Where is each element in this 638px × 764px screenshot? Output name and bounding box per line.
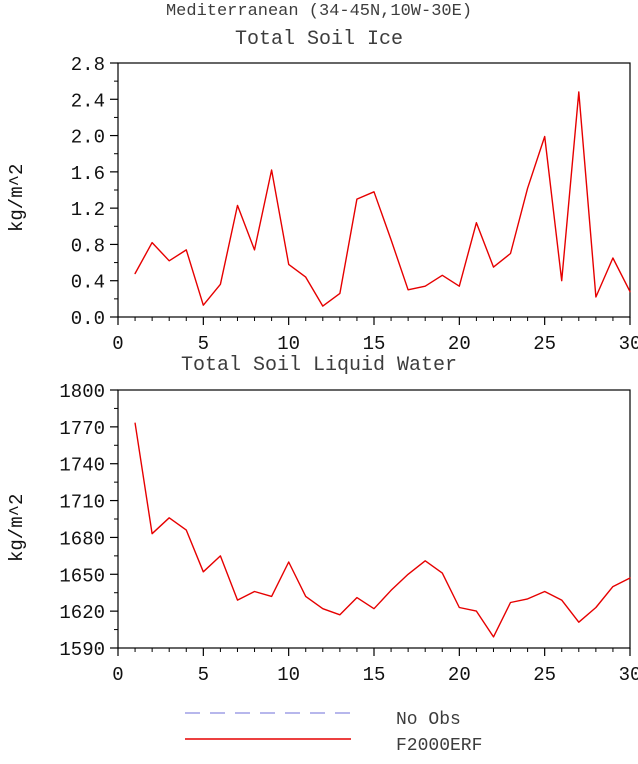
svg-text:25: 25 <box>533 333 556 355</box>
svg-text:15: 15 <box>363 664 386 686</box>
svg-text:1650: 1650 <box>59 565 105 587</box>
chart1-soil-ice-plot: 0 5 10 15 20 25 30 0.0 0.4 0.8 1.2 1.6 2.0 2.4 2.8 <box>71 55 638 355</box>
svg-text:5: 5 <box>198 333 209 355</box>
svg-text:0: 0 <box>112 664 123 686</box>
svg-text:2.8: 2.8 <box>71 55 105 76</box>
svg-text:25: 25 <box>533 664 556 686</box>
svg-text:20: 20 <box>448 664 471 686</box>
svg-text:20: 20 <box>448 333 471 355</box>
chart1-title: Total Soil Ice <box>234 28 404 51</box>
svg-text:1590: 1590 <box>59 639 105 661</box>
chart2-soil-liquid-water-plot: 0 5 10 15 20 25 30 1590 1620 1650 1680 1710 1740 1770… <box>59 381 638 686</box>
chart2-title: Total Soil Liquid Water <box>180 354 458 377</box>
figure-suptitle: Mediterranean (34-45N,10W-30E) <box>165 2 473 21</box>
svg-text:10: 10 <box>277 664 300 686</box>
svg-text:30: 30 <box>619 333 638 355</box>
svg-text:0.0: 0.0 <box>71 308 105 330</box>
svg-text:1800: 1800 <box>59 381 105 403</box>
legend-label-f2000erf: F2000ERF <box>396 736 483 756</box>
svg-text:1.2: 1.2 <box>71 199 105 221</box>
svg-text:1620: 1620 <box>59 602 105 624</box>
svg-text:0: 0 <box>112 333 123 355</box>
svg-text:10: 10 <box>277 333 300 355</box>
no-obs-line-sample <box>185 712 351 714</box>
svg-text:1710: 1710 <box>59 492 105 514</box>
svg-text:0.8: 0.8 <box>71 235 105 257</box>
svg-text:15: 15 <box>363 333 386 355</box>
svg-text:1740: 1740 <box>59 455 105 477</box>
svg-text:0.4: 0.4 <box>71 272 105 294</box>
svg-text:30: 30 <box>619 664 638 686</box>
svg-text:1680: 1680 <box>59 528 105 550</box>
svg-text:5: 5 <box>198 664 209 686</box>
svg-text:2.4: 2.4 <box>71 90 105 112</box>
legend-label-no-obs: No Obs <box>396 710 461 730</box>
svg-text:1770: 1770 <box>59 418 105 440</box>
svg-text:2.0: 2.0 <box>71 127 105 149</box>
f2000erf-line-sample <box>185 738 351 740</box>
svg-text:1.6: 1.6 <box>71 163 105 185</box>
